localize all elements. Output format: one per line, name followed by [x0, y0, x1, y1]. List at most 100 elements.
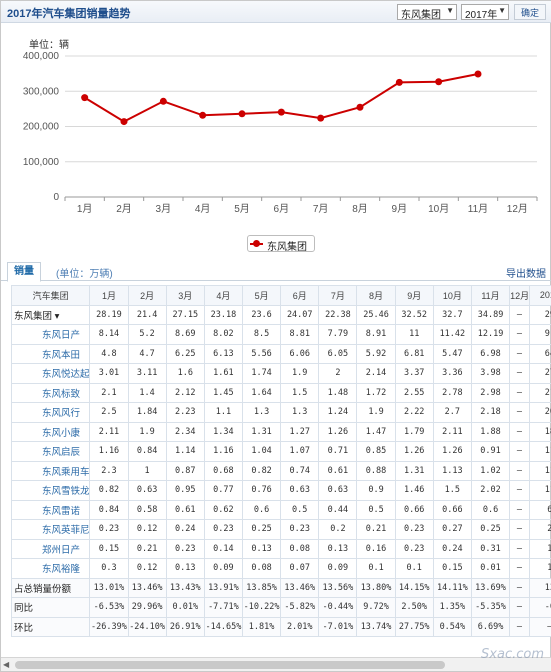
header-month-8月: 8月: [356, 285, 396, 306]
table-cell: 1.47: [356, 421, 396, 442]
table-row: 东风雷诺 0.84 0.58 0.61 0.62 0.6 0.5 0.44 0.5 0.66 0.6…: [11, 499, 551, 520]
table-cell: 0.63: [127, 480, 167, 501]
table-cell: 1.02: [470, 460, 511, 481]
table-cell: –: [509, 343, 530, 364]
table-cell: 13.69%: [470, 577, 511, 598]
group-select[interactable]: 东风集团 ▼: [397, 4, 457, 21]
table-cell: 0.13: [241, 538, 282, 559]
table-cell: 1.16: [89, 441, 129, 462]
table-cell: 14.11%: [432, 577, 472, 598]
table-cell: 1.74: [241, 363, 282, 384]
table-row: 东风风行 2.5 1.84 2.23 1.1 1.3 1.3 1.24 1.9 2.22 2.7 2.…: [11, 402, 551, 423]
brand-link[interactable]: 东风启辰: [11, 441, 91, 462]
table-cell: 1.35%: [432, 597, 472, 618]
table-cell: 1.3: [241, 402, 282, 423]
table-cell: –: [509, 402, 530, 423]
header-month-10月: 10月: [432, 285, 472, 306]
header-month-4月: 4月: [203, 285, 244, 306]
table-cell: 1.3: [280, 402, 320, 423]
header-group-column: 汽车集团: [11, 285, 91, 306]
legend-series-label: 东风集团: [267, 242, 307, 253]
chart-plot: 400,000 300,000 200,000 100,000 0 1月 2月 3月 4月 5月 6…: [23, 51, 538, 215]
scroll-left-icon[interactable]: ◀: [3, 660, 10, 669]
table-cell: 2.98: [470, 382, 511, 403]
horizontal-scrollbar[interactable]: ◀: [1, 657, 551, 671]
summary-row-label: 占总销量份额: [11, 577, 91, 598]
table-cell: 0.23: [203, 519, 244, 540]
group-expand-row-label[interactable]: 东风集团 ▾: [11, 304, 91, 325]
table-cell: –: [509, 616, 530, 637]
table-cell: 2.11: [432, 421, 472, 442]
table-cell: 8.69: [165, 324, 205, 345]
table-cell: 1.1: [203, 402, 244, 423]
header-month-2月: 2月: [127, 285, 167, 306]
brand-link[interactable]: 东风乘用车: [11, 460, 91, 481]
table-cell: 0.84: [127, 441, 167, 462]
export-data-link[interactable]: 导出数据: [506, 269, 546, 280]
watermark: Sxac.com: [481, 647, 544, 662]
table-cell: 2.22: [394, 402, 434, 423]
table-cell: 24.07: [280, 304, 320, 325]
table-cell: 13.80%: [356, 577, 396, 598]
x-tick-label: 3月: [156, 203, 172, 215]
brand-link[interactable]: 东风英菲尼迪: [11, 519, 91, 540]
table-cell: 0.21: [127, 538, 167, 559]
year-select[interactable]: 2017年 ▼: [461, 4, 509, 21]
x-tick-label: 8月: [352, 203, 368, 215]
brand-link[interactable]: 东风标致: [11, 382, 91, 403]
table-cell: 0.07: [280, 558, 320, 579]
brand-link[interactable]: 东风日产: [11, 324, 91, 345]
table-cell: 0.27: [432, 519, 472, 540]
table-cell: 0.9: [356, 480, 396, 501]
table-cell: 64: [528, 343, 551, 364]
brand-link[interactable]: 郑州日产: [11, 538, 91, 559]
table-cell: 11: [528, 441, 551, 462]
x-tick-label: 12月: [507, 203, 528, 215]
table-cell: 2.55: [394, 382, 434, 403]
brand-link[interactable]: 东风雷诺: [11, 499, 91, 520]
brand-link[interactable]: 东风本田: [11, 343, 91, 364]
table-cell: 1: [528, 538, 551, 559]
table-cell: 0.61: [165, 499, 205, 520]
header-month-9月: 9月: [394, 285, 434, 306]
table-cell: 13.91%: [203, 577, 244, 598]
table-cell: –: [509, 519, 530, 540]
brand-link[interactable]: 东风悦达起亚: [11, 363, 91, 384]
confirm-button[interactable]: 确定: [514, 4, 546, 20]
table-cell: 1.88: [470, 421, 511, 442]
table-cell: -6.53%: [89, 597, 129, 618]
brand-link[interactable]: 东风风行: [11, 402, 91, 423]
table-cell: 3.37: [394, 363, 434, 384]
table-cell: 12.19: [470, 324, 511, 345]
tab-sales[interactable]: 销量: [7, 262, 41, 282]
table-cell: 1.84: [127, 402, 167, 423]
header-month-11月: 11月: [470, 285, 511, 306]
table-cell: 0.23: [394, 538, 434, 559]
table-cell: –: [509, 441, 530, 462]
table-cell: 0.15: [432, 558, 472, 579]
table-cell: 4.8: [89, 343, 129, 364]
table-cell: 3.01: [89, 363, 129, 384]
table-cell: 1.46: [394, 480, 434, 501]
brand-link[interactable]: 东风裕隆: [11, 558, 91, 579]
table-cell: 3.11: [127, 363, 167, 384]
table-cell: –: [509, 499, 530, 520]
table-cell: 2.14: [356, 363, 396, 384]
table-cell: 0.76: [241, 480, 282, 501]
sales-table-container[interactable]: 汽车集团1月2月3月4月5月6月7月8月9月10月11月12月2017 东风集团…: [11, 285, 551, 657]
table-cell: 20: [528, 402, 551, 423]
table-cell: 8.5: [241, 324, 282, 345]
table-cell: 11.42: [432, 324, 472, 345]
brand-link[interactable]: 东风雪铁龙: [11, 480, 91, 501]
table-cell: 2.7: [432, 402, 472, 423]
table-cell: 0.14: [203, 538, 244, 559]
table-cell: 1.26: [432, 441, 472, 462]
table-cell: 0.25: [241, 519, 282, 540]
brand-link[interactable]: 东风小康: [11, 421, 91, 442]
scrollbar-thumb[interactable]: [15, 661, 445, 669]
table-cell: 1.9: [280, 363, 320, 384]
data-point: [277, 108, 285, 116]
table-cell: 0.24: [432, 538, 472, 559]
table-cell: 27.15: [165, 304, 205, 325]
chart-legend[interactable]: 东风集团: [247, 235, 315, 253]
